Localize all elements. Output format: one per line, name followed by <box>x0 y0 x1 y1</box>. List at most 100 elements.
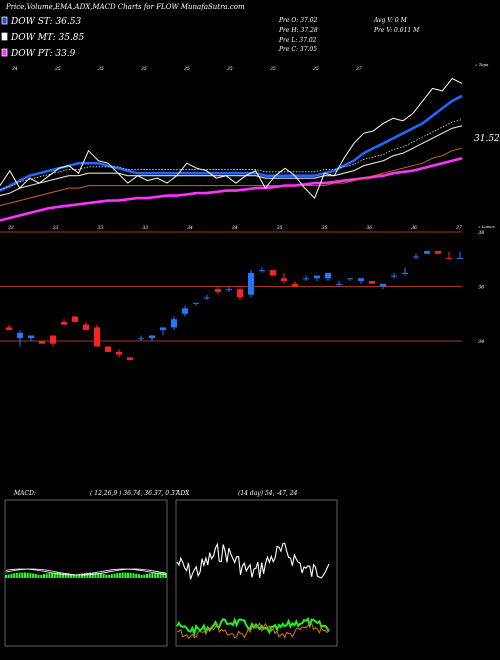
macd-label: MACD: <box>13 490 36 497</box>
candle-body <box>171 319 177 328</box>
minus-di-line <box>176 622 330 639</box>
bottom-tick-label: 33 <box>142 225 148 231</box>
macd-values: ( 12,26,9 ) 36.74, 36.37, 0.37 <box>90 490 179 497</box>
legend-mt: DOW MT: 35.85 <box>10 33 85 43</box>
price-label: 31.52 <box>474 134 500 144</box>
pre-low: Pre L: 37.02 <box>278 37 317 44</box>
price-level-label: 36 <box>478 285 485 291</box>
candle-body <box>204 297 210 299</box>
candle-body <box>325 272 331 279</box>
candle-body <box>248 272 254 295</box>
legend-swatch-pt <box>1 48 8 57</box>
bottom-tick-label: 35 <box>277 225 283 231</box>
candle-body <box>347 278 353 280</box>
candle-body <box>39 341 45 344</box>
ema-st-line <box>0 94 463 192</box>
macd-line <box>5 568 167 576</box>
ema-mt-line <box>0 125 463 197</box>
candle-body <box>61 321 67 325</box>
candle-body <box>358 278 364 281</box>
candlestick-chart: 38 36 34 <box>0 230 485 361</box>
ema-band-line <box>0 119 463 190</box>
candle-body <box>314 275 320 279</box>
top-tick-label: 35 <box>270 66 276 72</box>
macd-panel <box>4 499 168 647</box>
candle-body <box>116 351 122 355</box>
legend-swatch-st <box>1 16 8 25</box>
candle-body <box>424 251 430 254</box>
candle-side-label: « Lowes <box>478 224 495 229</box>
candle-body <box>413 256 419 258</box>
candle-body <box>281 278 287 281</box>
candle-body <box>435 251 441 254</box>
candle-body <box>215 289 221 292</box>
top-tick-label: 37 <box>356 66 362 72</box>
candle-body <box>391 275 397 277</box>
candle-body <box>259 270 265 272</box>
adx-values: (14 day) 54, -47, 24 <box>238 490 298 497</box>
candle-body <box>380 283 386 287</box>
bottom-tick-label: 33 <box>98 225 104 231</box>
pre-volume: Pre V: 0.011 M <box>373 27 420 34</box>
candle-body <box>72 316 78 322</box>
chart-title: Price,Volume,EMA,ADX,MACD Charts for FLO… <box>5 3 245 11</box>
top-tick-label: 35 <box>313 66 319 72</box>
bottom-tick-label: 35 <box>322 225 328 231</box>
pre-open: Pre O: 37.02 <box>278 17 318 24</box>
candle-body <box>226 289 232 291</box>
candle-body <box>17 332 23 339</box>
top-tick-label: 35 <box>184 66 190 72</box>
ema-chart: 34 35 35 35 35 35 35 35 37 33 33 33 33 34 34 35 35 36 36 37 <box>0 66 463 231</box>
adx-chart <box>176 542 330 639</box>
candle-body <box>182 308 188 314</box>
top-tick-label: 34 <box>12 66 18 72</box>
candle-body <box>127 357 133 361</box>
legend-st: DOW ST: 36.53 <box>10 17 81 27</box>
candle-body <box>28 335 34 339</box>
top-tick-label: 35 <box>55 66 61 72</box>
candle-body <box>270 270 276 276</box>
top-tick-label: 35 <box>227 66 233 72</box>
candle-body <box>336 283 342 285</box>
macd-signal-line <box>5 568 167 576</box>
candle-body <box>83 324 89 331</box>
price-level-label: 38 <box>478 230 484 236</box>
candle-body <box>457 257 463 259</box>
bottom-tick-label: 34 <box>187 225 193 231</box>
adx-line <box>176 542 330 580</box>
candle-body <box>237 289 243 298</box>
candle-body <box>149 335 155 339</box>
candle-body <box>94 327 100 347</box>
pre-high: Pre H: 37.28 <box>278 27 318 34</box>
avg-volume: Avg V: 0 M <box>373 17 408 24</box>
adx-label: ADX <box>175 490 190 497</box>
legend-pt: DOW PT: 33.9 <box>10 49 76 59</box>
top-side-label: « Topa <box>475 62 489 67</box>
candle-body <box>193 302 199 304</box>
candle-body <box>303 278 309 280</box>
price-level-label: 34 <box>478 339 484 345</box>
bottom-tick-label: 33 <box>53 225 59 231</box>
pre-close: Pre C: 37.05 <box>278 46 317 53</box>
price-line <box>0 77 463 199</box>
candle-body <box>160 327 166 331</box>
bottom-tick-label: 36 <box>411 225 417 231</box>
candle-body <box>6 327 12 331</box>
candle-body <box>292 283 298 287</box>
macd-chart <box>5 568 167 578</box>
ema-lt-line <box>0 147 463 207</box>
bottom-tick-label: 33 <box>8 225 14 231</box>
bottom-tick-label: 37 <box>456 225 462 231</box>
ema-pt-line <box>0 156 463 222</box>
candle-body <box>446 257 452 259</box>
candle-body <box>402 272 408 274</box>
legend-swatch-mt <box>1 32 8 41</box>
candle-body <box>138 338 144 340</box>
candle-body <box>105 346 111 352</box>
plus-di-line <box>176 616 330 638</box>
bottom-tick-label: 36 <box>366 225 372 231</box>
candle-body <box>50 335 56 344</box>
top-tick-label: 35 <box>141 66 147 72</box>
candle-body <box>369 281 375 284</box>
